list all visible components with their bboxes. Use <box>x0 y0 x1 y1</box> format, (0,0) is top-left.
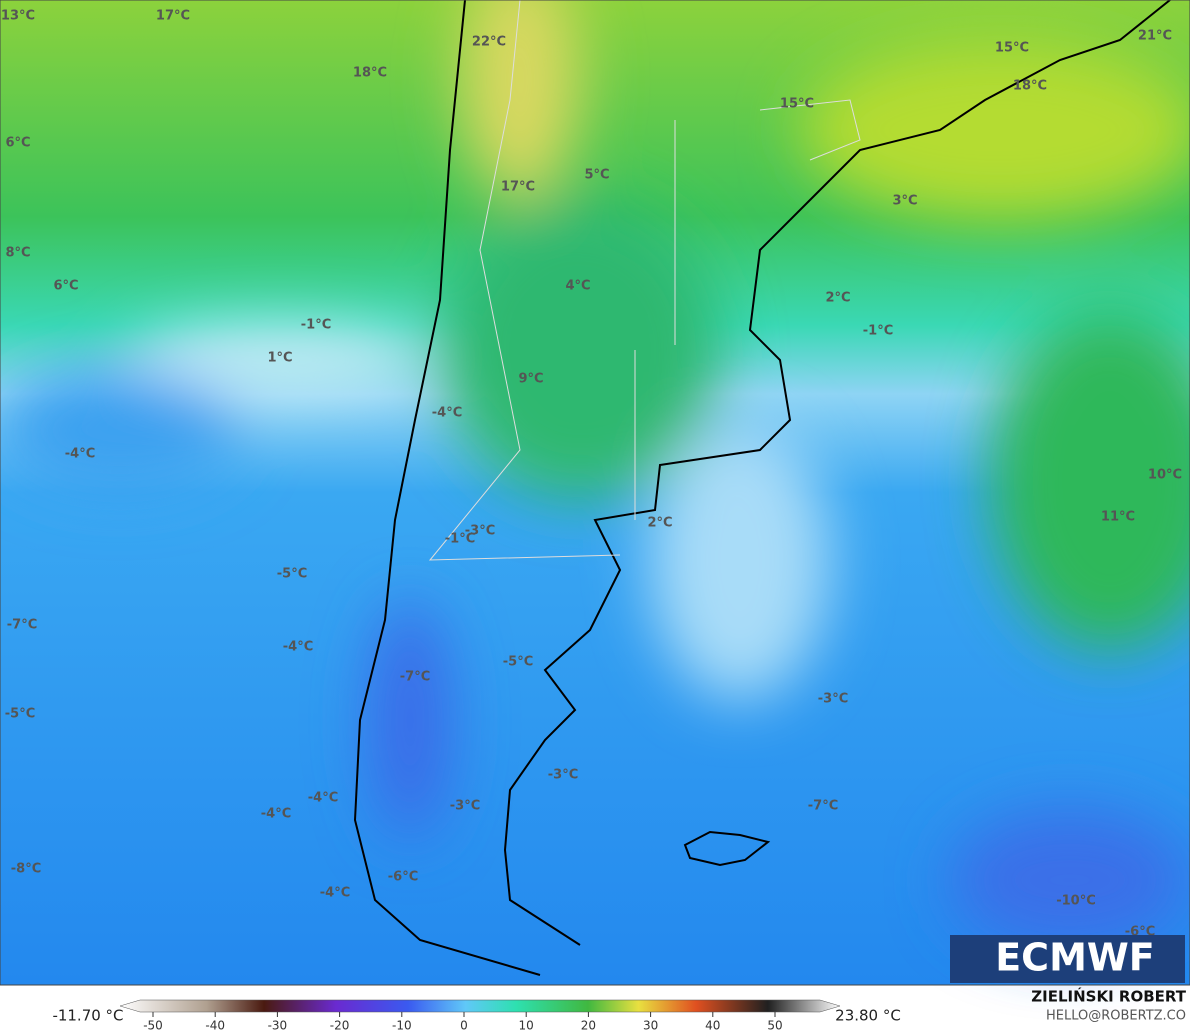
colorbar-tick-label: 10 <box>519 1019 534 1033</box>
colorbar-min: -11.70 °C <box>52 1007 123 1025</box>
temperature-label: -3°C <box>465 524 495 539</box>
temperature-label: 17°C <box>501 180 535 195</box>
colorbar-tick-label: -50 <box>143 1019 163 1033</box>
colorbar-tick-label: -10 <box>392 1019 412 1033</box>
colorbar-tick-label: -30 <box>268 1019 288 1033</box>
temperature-label: 15°C <box>780 97 814 112</box>
temperature-label: -4°C <box>320 886 350 901</box>
colorbar: -11.70 °C 23.80 °C -50 -40 -30 -20 -10 0 10 20 3… <box>52 999 901 1033</box>
temperature-label: 9°C <box>518 372 543 387</box>
logo: ECMWF <box>950 935 1185 983</box>
colorbar-tick-label: -20 <box>330 1019 350 1033</box>
temperature-label: -7°C <box>808 799 838 814</box>
temperature-label: 6°C <box>5 136 30 151</box>
temperature-label: 17°C <box>156 9 190 24</box>
temperature-label: 18°C <box>353 66 387 81</box>
colorbar-tick-label: 50 <box>767 1019 782 1033</box>
colorbar-tick-label: 40 <box>705 1019 720 1033</box>
temperature-label: 22°C <box>472 35 506 50</box>
temperature-label: -3°C <box>818 692 848 707</box>
temperature-label: -3°C <box>548 768 578 783</box>
temperature-label: 15°C <box>995 41 1029 56</box>
temperature-label: 13°C <box>1 9 35 24</box>
temperature-label: -6°C <box>388 870 418 885</box>
colorbar-max: 23.80 °C <box>835 1007 901 1025</box>
temperature-label: 10°C <box>1148 468 1182 483</box>
temperature-label: 2°C <box>825 291 850 306</box>
map <box>0 0 1190 986</box>
temperature-label: 5°C <box>584 168 609 183</box>
temperature-label: 11°C <box>1101 510 1135 525</box>
temperature-label: 4°C <box>565 279 590 294</box>
temperature-label: -7°C <box>7 618 37 633</box>
temperature-label: -1°C <box>863 324 893 339</box>
colorbar-tick-label: 0 <box>460 1019 468 1033</box>
colorbar-ticks: -50 -40 -30 -20 -10 0 10 20 30 40 50 <box>143 1012 783 1033</box>
temperature-label: -10°C <box>1056 894 1096 909</box>
temperature-label: -4°C <box>65 447 95 462</box>
temperature-label: -5°C <box>5 707 35 722</box>
temperature-label: -4°C <box>261 807 291 822</box>
temperature-label: -4°C <box>283 640 313 655</box>
temperature-label: -5°C <box>277 567 307 582</box>
author: ZIELIŃSKI ROBERT <box>1031 987 1186 1006</box>
temperature-label: 6°C <box>53 279 78 294</box>
temperature-label: -8°C <box>11 862 41 877</box>
colorbar-tick-label: 20 <box>581 1019 596 1033</box>
temperature-label: -1°C <box>445 532 475 547</box>
temperature-label: -7°C <box>400 670 430 685</box>
site: HELLO@ROBERTZ.CO <box>1046 1009 1186 1024</box>
colorbar-tick-label: -40 <box>205 1019 225 1033</box>
temperature-label: 8°C <box>5 246 30 261</box>
logo-box <box>950 935 1185 983</box>
temperature-label: 1°C <box>267 351 292 366</box>
temperature-label: 3°C <box>892 194 917 209</box>
temperature-label: -4°C <box>432 406 462 421</box>
temperature-label: 18°C <box>1013 79 1047 94</box>
temperature-label: -5°C <box>503 655 533 670</box>
temperature-label: 21°C <box>1138 29 1172 44</box>
temperature-label: -1°C <box>301 318 331 333</box>
temperature-label: 2°C <box>647 516 672 531</box>
logo-text: ECMWF <box>995 936 1155 980</box>
temperature-label: -3°C <box>450 799 480 814</box>
map-labels: 13°C 17°C 22°C 18°C 15°C 21°C 15°C 18°C 6°C 5°C 17… <box>1 9 1182 940</box>
temperature-label: -4°C <box>308 791 338 806</box>
colorbar-tick-label: 30 <box>643 1019 658 1033</box>
